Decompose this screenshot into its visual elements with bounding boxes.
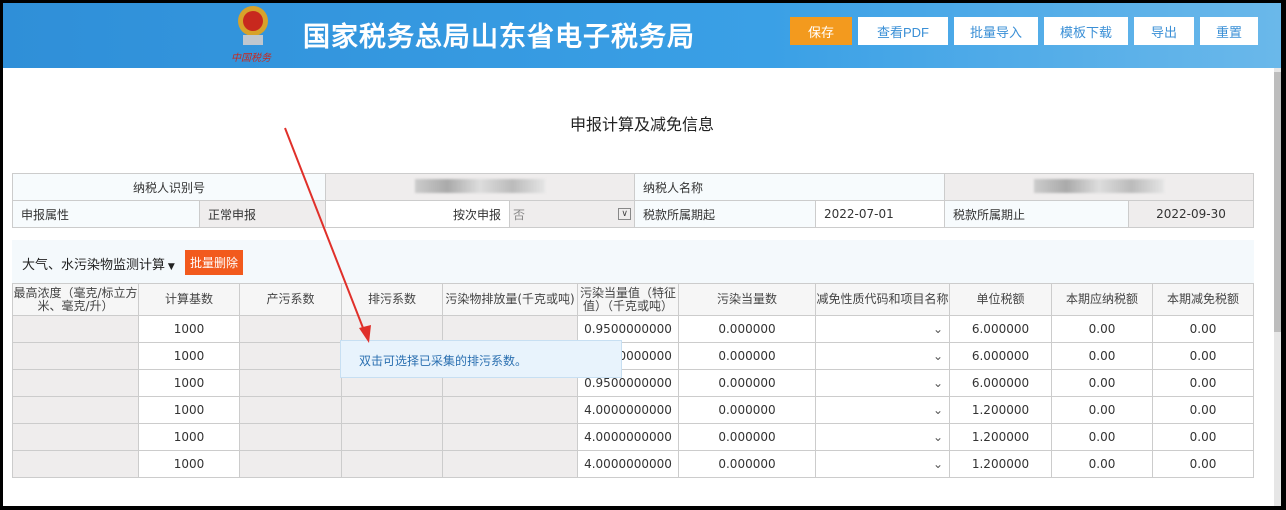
table-cell: 0.00 xyxy=(1152,423,1254,451)
taxpayer-name-value xyxy=(944,173,1254,201)
chevron-down-icon: ⌄ xyxy=(932,322,943,336)
chevron-down-icon: ⌄ xyxy=(932,457,943,471)
declare-attr-value: 正常申报 xyxy=(199,200,326,228)
per-time-value: 否 xyxy=(513,207,526,222)
section-title[interactable]: 大气、水污染物监测计算 ▼ xyxy=(22,254,175,273)
taxpayer-name-label: 纳税人名称 xyxy=(634,173,945,201)
table-row: 1000 4.0000000000 0.000000 ⌄ 1.200000 0.00 0.0… xyxy=(12,450,1254,478)
annotation-arrow xyxy=(284,127,371,343)
pollutant-table: 最高浓度（毫克/标立方米、毫克/升） 计算基数 产污系数 排污系数 污染物排放量(千克或… xyxy=(12,283,1254,478)
table-cell[interactable] xyxy=(239,396,342,424)
scrollbar-thumb[interactable] xyxy=(1274,72,1281,332)
table-cell: 0.000000 xyxy=(678,423,816,451)
header-button-0[interactable]: 保存 xyxy=(790,17,852,45)
tooltip: 双击可选择已采集的排污系数。 xyxy=(340,340,622,378)
relief-code-select[interactable]: ⌄ xyxy=(815,342,950,370)
taxpayer-info-table: 纳税人识别号 纳税人名称 申报属性 正常申报 按次申报 否 ∨ 税款所属期起 20… xyxy=(12,173,1254,228)
column-header: 排污系数 xyxy=(341,283,443,316)
column-header: 最高浓度（毫克/标立方米、毫克/升） xyxy=(12,283,139,316)
table-cell: 0.00 xyxy=(1051,450,1153,478)
table-row: 1000 0.9500000000 0.000000 ⌄ 6.000000 0.00 0.0… xyxy=(12,315,1254,343)
header-button-2[interactable]: 批量导入 xyxy=(954,17,1038,45)
declare-attr-label: 申报属性 xyxy=(12,200,200,228)
table-cell[interactable] xyxy=(442,396,578,424)
header-button-1[interactable]: 查看PDF xyxy=(858,17,948,45)
per-time-label: 按次申报 xyxy=(325,200,510,228)
table-cell[interactable]: 1000 xyxy=(138,396,240,424)
table-cell: 1.200000 xyxy=(949,450,1052,478)
table-cell: 0.00 xyxy=(1152,396,1254,424)
column-header: 本期减免税额 xyxy=(1152,283,1254,316)
section-title-text: 大气、水污染物监测计算 xyxy=(22,258,166,273)
table-cell: 0.00 xyxy=(1152,315,1254,343)
column-header: 单位税额 xyxy=(949,283,1052,316)
table-cell: 0.9500000000 xyxy=(577,315,679,343)
table-cell: 4.0000000000 xyxy=(577,423,679,451)
chevron-down-icon: ⌄ xyxy=(932,376,943,390)
table-cell xyxy=(12,450,139,478)
table-cell[interactable] xyxy=(239,315,342,343)
period-start-value[interactable]: 2022-07-01 xyxy=(815,200,945,228)
table-cell[interactable] xyxy=(442,423,578,451)
table-cell[interactable]: 1000 xyxy=(138,423,240,451)
table-cell[interactable] xyxy=(341,450,443,478)
table-cell[interactable] xyxy=(239,423,342,451)
period-end-value: 2022-09-30 xyxy=(1128,200,1254,228)
table-cell: 0.000000 xyxy=(678,342,816,370)
app-window: 中国税务 国家税务总局山东省电子税务局 保存 查看PDF 批量导入 模板下载 导出 重置 … xyxy=(3,3,1281,506)
table-cell[interactable] xyxy=(341,396,443,424)
column-header: 污染当量数 xyxy=(678,283,816,316)
site-title: 国家税务总局山东省电子税务局 xyxy=(303,22,695,53)
relief-code-select[interactable]: ⌄ xyxy=(815,450,950,478)
table-cell[interactable] xyxy=(239,450,342,478)
svg-text:中国税务: 中国税务 xyxy=(231,52,272,64)
table-cell: 0.00 xyxy=(1051,423,1153,451)
header-button-5[interactable]: 重置 xyxy=(1200,17,1258,45)
per-time-select[interactable]: 否 ∨ xyxy=(509,200,635,228)
table-cell[interactable]: 1000 xyxy=(138,315,240,343)
header-button-3[interactable]: 模板下载 xyxy=(1044,17,1128,45)
chevron-down-icon: ∨ xyxy=(618,208,631,220)
table-row: 1000 4.0000000000 0.000000 ⌄ 1.200000 0.00 0.0… xyxy=(12,396,1254,424)
table-cell[interactable] xyxy=(442,315,578,343)
table-cell: 0.00 xyxy=(1152,450,1254,478)
tax-emblem-logo: 中国税务 xyxy=(231,6,272,64)
chevron-down-icon: ⌄ xyxy=(932,430,943,444)
header-button-4[interactable]: 导出 xyxy=(1134,17,1194,45)
vertical-scrollbar[interactable] xyxy=(1274,68,1281,506)
table-cell: 4.0000000000 xyxy=(577,396,679,424)
period-start-label: 税款所属期起 xyxy=(634,200,816,228)
table-cell: 0.000000 xyxy=(678,450,816,478)
table-cell: 6.000000 xyxy=(949,369,1052,397)
column-header: 计算基数 xyxy=(138,283,240,316)
header: 中国税务 国家税务总局山东省电子税务局 保存 查看PDF 批量导入 模板下载 导出 重置 xyxy=(3,3,1281,68)
table-cell: 0.000000 xyxy=(678,315,816,343)
table-cell: 0.00 xyxy=(1152,342,1254,370)
table-cell: 0.00 xyxy=(1051,315,1153,343)
section-header: 大气、水污染物监测计算 ▼ 批量删除 xyxy=(12,240,1254,283)
table-cell: 0.00 xyxy=(1051,342,1153,370)
table-cell: 4.0000000000 xyxy=(577,450,679,478)
table-cell xyxy=(12,369,139,397)
period-end-label: 税款所属期止 xyxy=(944,200,1129,228)
table-cell: 1.200000 xyxy=(949,396,1052,424)
table-cell[interactable] xyxy=(442,450,578,478)
table-cell: 6.000000 xyxy=(949,315,1052,343)
table-cell[interactable] xyxy=(239,342,342,370)
taxpayer-id-value xyxy=(325,173,635,201)
page-title: 申报计算及减免信息 xyxy=(569,115,714,134)
chevron-down-icon: ⌄ xyxy=(932,403,943,417)
batch-delete-button[interactable]: 批量删除 xyxy=(185,250,244,275)
table-cell: 0.9500000000 xyxy=(577,369,679,397)
table-cell: 0.000000 xyxy=(678,396,816,424)
caret-down-icon: ▼ xyxy=(165,262,175,272)
table-cell[interactable]: 1000 xyxy=(138,450,240,478)
chevron-down-icon: ⌄ xyxy=(932,349,943,363)
table-cell[interactable]: 1000 xyxy=(138,342,240,370)
